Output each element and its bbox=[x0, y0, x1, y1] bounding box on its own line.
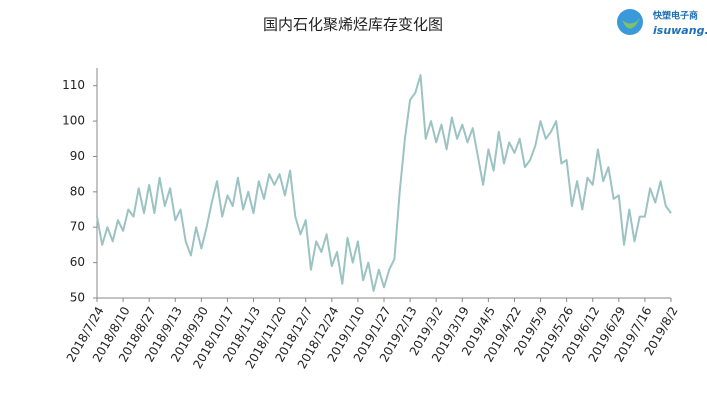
logo-name: 快塑电子商 bbox=[653, 10, 698, 22]
y-tick-label: 90 bbox=[70, 149, 85, 163]
logo-leaf bbox=[622, 18, 640, 29]
chart-title: 国内石化聚烯烃库存变化图 bbox=[263, 16, 443, 34]
y-tick-label: 100 bbox=[62, 114, 85, 128]
logo: 快塑电子商 isuwang.co bbox=[617, 9, 707, 37]
line bbox=[96, 74, 672, 292]
y-tick-label: 80 bbox=[70, 184, 85, 198]
y-tick-label: 60 bbox=[70, 255, 85, 269]
y-tick-label: 110 bbox=[62, 78, 85, 92]
y-tick-label: 70 bbox=[70, 220, 85, 234]
y-tick-label: 50 bbox=[70, 291, 85, 305]
logo-domain: isuwang.co bbox=[653, 24, 707, 37]
logo-icon bbox=[617, 9, 643, 35]
